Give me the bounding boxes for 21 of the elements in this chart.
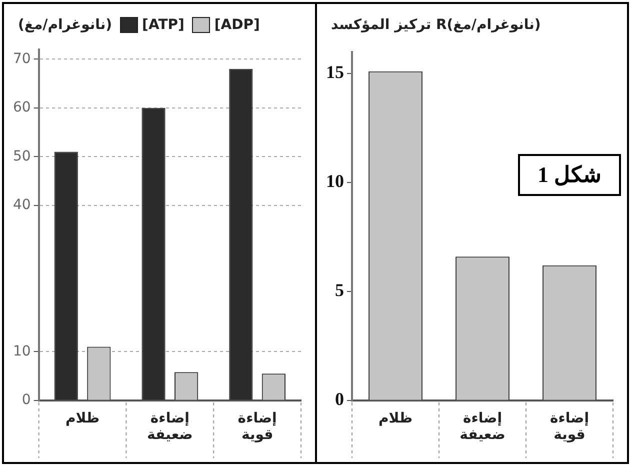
y-tick-label: 60	[12, 100, 31, 116]
annotation: شكل 1	[518, 154, 621, 196]
x-tick-label: إضاءة قوية	[238, 410, 277, 444]
y-tick-label: 50	[12, 148, 31, 164]
y-tick-label: 15	[326, 62, 344, 82]
y-tick-label: 10	[326, 171, 344, 192]
x-tick-label: إضاءة قوية	[550, 410, 590, 444]
legend-label: [ADP]	[214, 17, 260, 33]
y-tick-label: 5	[335, 280, 344, 300]
x-tick-label: ظلام	[65, 410, 100, 426]
y-tick-label: 0	[335, 389, 344, 410]
x-tick-label: إضاءة ضعيفة	[460, 410, 506, 444]
y-axis-title: (نانوغرام/مغ)	[18, 17, 112, 33]
legend-label: [ATP]	[142, 17, 184, 33]
y-tick-label: 70	[12, 50, 31, 67]
y-tick-label: 0	[22, 392, 31, 408]
y-tick-label: 10	[12, 343, 31, 360]
x-tick-label: ظلام	[378, 410, 413, 426]
y-axis-title: تركيز المؤكسد R(نانوغرام/مغ)	[331, 17, 541, 33]
y-tick-label: 40	[12, 197, 31, 214]
x-tick-label: إضاءة ضعيفة	[147, 410, 193, 444]
